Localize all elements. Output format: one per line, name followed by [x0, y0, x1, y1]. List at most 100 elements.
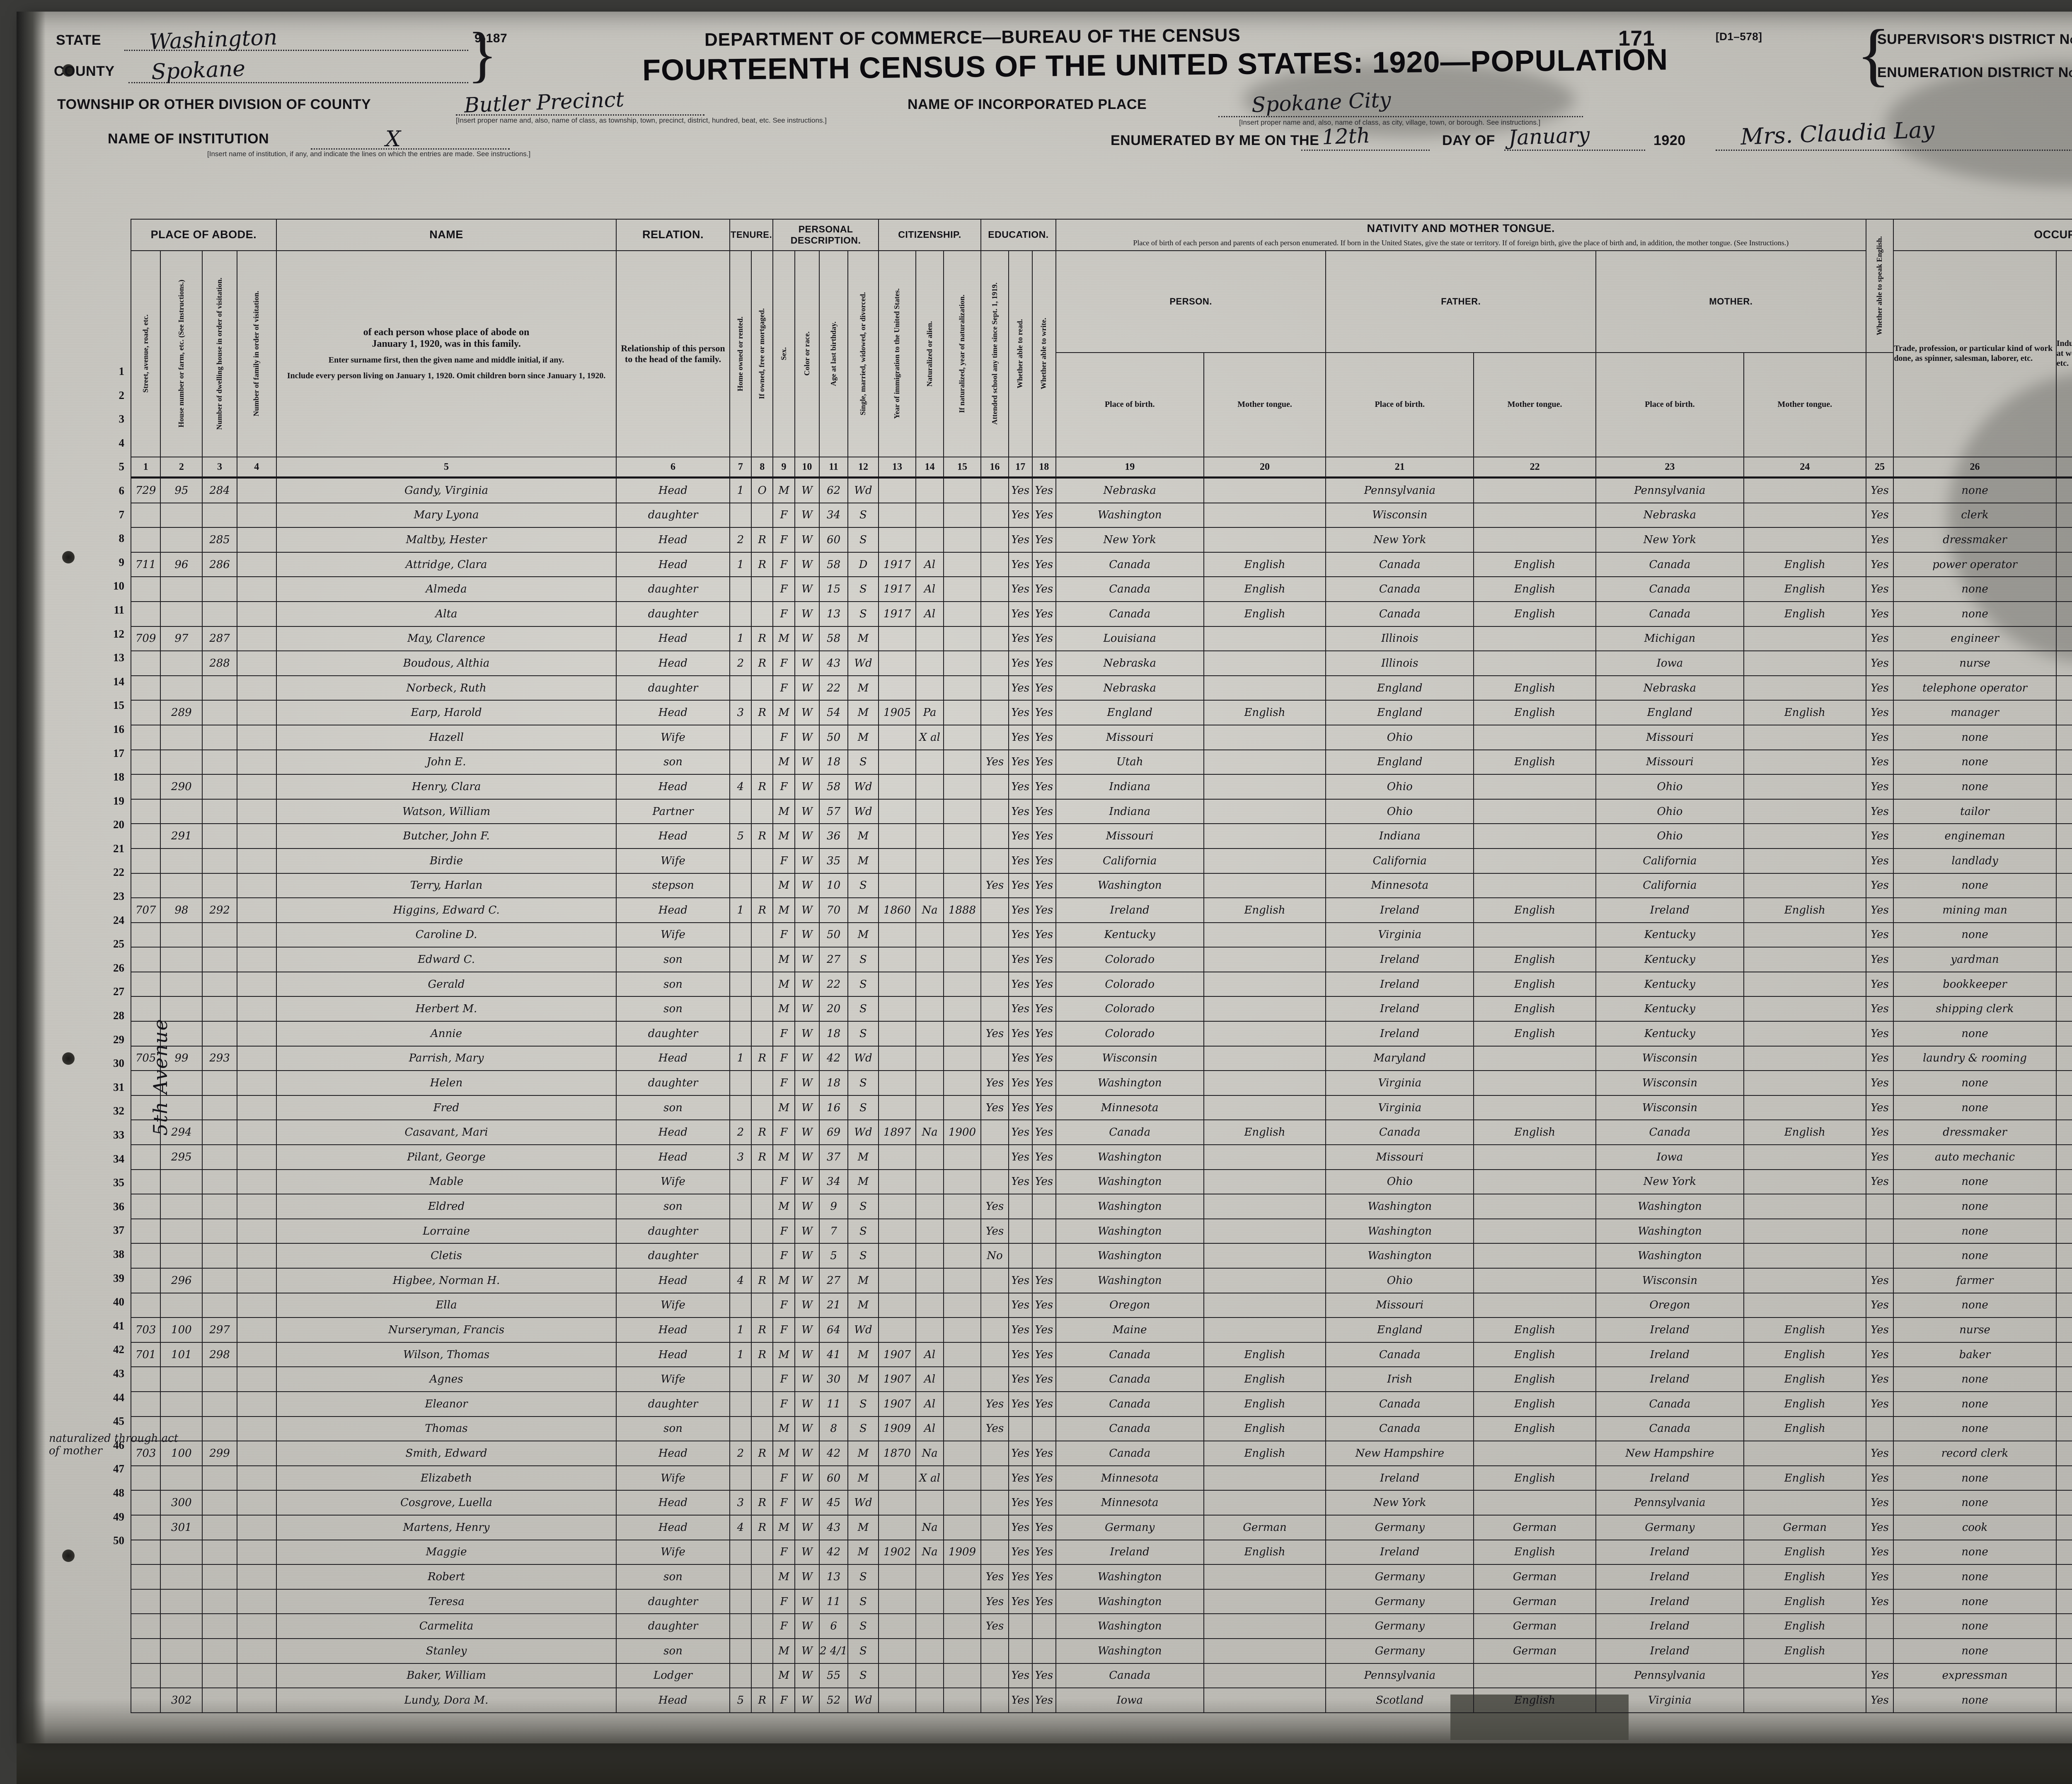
cell-naturalization-year[interactable] — [943, 1317, 982, 1343]
cell-occupation[interactable]: record clerk — [1893, 1441, 2057, 1466]
cell-marital[interactable]: Wd — [847, 1317, 879, 1343]
table-row[interactable]: 289 Earp, Harold Head 3 R M W 54 M 1905 Pa Yes Yes En… — [130, 700, 2072, 725]
cell-naturalization-year[interactable] — [943, 601, 982, 627]
cell-age[interactable]: 60 — [819, 1465, 849, 1491]
cell-immigration-year[interactable]: 1907 — [878, 1391, 917, 1417]
cell-write[interactable]: Yes — [1031, 626, 1056, 652]
cell-race[interactable]: W — [794, 749, 820, 775]
cell-father-mother-tongue[interactable]: English — [1473, 1342, 1597, 1368]
cell-free-mortgaged[interactable] — [751, 1638, 774, 1664]
cell-sex[interactable]: F — [772, 774, 795, 800]
cell-free-mortgaged[interactable] — [751, 675, 774, 701]
cell-read[interactable]: Yes — [1008, 650, 1033, 676]
cell-house-number[interactable] — [160, 1095, 203, 1121]
cell-marital[interactable]: S — [847, 1564, 879, 1590]
cell-dwelling[interactable] — [202, 1564, 237, 1590]
cell-write[interactable]: Yes — [1031, 848, 1056, 874]
cell-write[interactable]: Yes — [1031, 996, 1056, 1022]
cell-immigration-year[interactable] — [878, 1465, 917, 1491]
cell-read[interactable] — [1008, 1416, 1033, 1442]
table-row[interactable]: Gerald son M W 22 S Yes Yes Colorado Ireland Engli… — [130, 971, 2072, 997]
cell-industry[interactable] — [2055, 1095, 2072, 1121]
cell-naturalization-year[interactable] — [943, 626, 982, 652]
cell-industry[interactable]: electric railroad — [2055, 947, 2072, 972]
cell-mother-mother-tongue[interactable] — [1743, 502, 1866, 528]
cell-write[interactable]: Yes — [1031, 675, 1056, 701]
table-row[interactable]: Robert son M W 13 S Yes Yes Yes Washington Germany… — [130, 1564, 2072, 1590]
cell-person-birthplace[interactable]: Nebraska — [1055, 675, 1204, 701]
cell-person-mother-tongue[interactable] — [1203, 1687, 1326, 1713]
cell-write[interactable]: Yes — [1031, 1441, 1056, 1466]
cell-mother-mother-tongue[interactable] — [1743, 1490, 1866, 1516]
cell-immigration-year[interactable] — [878, 1194, 917, 1219]
cell-sex[interactable]: F — [772, 724, 795, 750]
cell-person-mother-tongue[interactable] — [1203, 1490, 1326, 1516]
cell-person-mother-tongue[interactable] — [1203, 477, 1326, 503]
cell-occupation[interactable]: none — [1893, 1539, 2057, 1565]
cell-occupation[interactable]: dressmaker — [1893, 527, 2057, 553]
table-row[interactable]: Teresa daughter F W 11 S Yes Yes Yes Washington Ge… — [130, 1588, 2072, 1615]
cell-house-number[interactable] — [160, 1292, 203, 1318]
cell-street[interactable] — [130, 1539, 161, 1565]
cell-father-birthplace[interactable]: Pennsylvania — [1325, 477, 1474, 503]
cell-mother-birthplace[interactable]: Kentucky — [1595, 996, 1744, 1022]
cell-street[interactable]: 703 — [130, 1441, 161, 1466]
cell-family[interactable] — [236, 1391, 277, 1417]
cell-marital[interactable]: M — [847, 897, 879, 923]
cell-sex[interactable]: M — [772, 798, 795, 824]
cell-read[interactable]: Yes — [1008, 527, 1033, 553]
cell-dwelling[interactable]: 288 — [202, 650, 237, 676]
cell-relation[interactable]: Wife — [616, 1539, 730, 1565]
cell-father-mother-tongue[interactable] — [1473, 1095, 1597, 1121]
cell-home-owned[interactable] — [729, 947, 752, 972]
cell-free-mortgaged[interactable] — [751, 798, 774, 824]
cell-father-birthplace[interactable]: Ireland — [1325, 947, 1474, 972]
cell-person-mother-tongue[interactable] — [1203, 1021, 1326, 1047]
cell-father-birthplace[interactable]: England — [1325, 749, 1474, 775]
cell-home-owned[interactable] — [729, 749, 752, 775]
cell-house-number[interactable]: 96 — [160, 551, 203, 578]
cell-father-mother-tongue[interactable]: English — [1473, 1416, 1597, 1442]
cell-race[interactable]: W — [794, 971, 820, 997]
cell-immigration-year[interactable] — [878, 1218, 917, 1244]
cell-free-mortgaged[interactable]: R — [751, 1342, 774, 1368]
cell-house-number[interactable] — [160, 749, 203, 775]
cell-age[interactable]: 58 — [819, 551, 849, 578]
cell-dwelling[interactable] — [202, 1268, 237, 1293]
cell-race[interactable]: W — [794, 502, 820, 528]
cell-marital[interactable]: M — [847, 1292, 879, 1318]
cell-father-birthplace[interactable]: England — [1325, 700, 1474, 725]
cell-naturalization-year[interactable] — [943, 1465, 982, 1491]
cell-school[interactable] — [980, 700, 1009, 725]
cell-name[interactable]: Casavant, Mari — [276, 1119, 617, 1146]
cell-free-mortgaged[interactable] — [751, 1564, 774, 1590]
cell-home-owned[interactable] — [729, 1539, 752, 1565]
cell-name[interactable]: Gandy, Virginia — [276, 477, 617, 503]
cell-person-mother-tongue[interactable] — [1203, 502, 1326, 528]
cell-read[interactable]: Yes — [1008, 947, 1033, 972]
table-row[interactable]: 288 Boudous, Althia Head 2 R F W 43 Wd Yes Yes Nebr… — [130, 650, 2072, 676]
cell-speak-english[interactable]: Yes — [1865, 1342, 1894, 1368]
cell-home-owned[interactable]: 1 — [729, 551, 752, 578]
cell-occupation[interactable]: laundry & rooming — [1893, 1045, 2057, 1071]
cell-free-mortgaged[interactable]: R — [751, 700, 774, 725]
cell-naturalization-year[interactable] — [943, 922, 982, 948]
cell-immigration-year[interactable] — [878, 1588, 917, 1615]
cell-name[interactable]: Ella — [276, 1292, 617, 1318]
cell-home-owned[interactable]: 3 — [729, 1144, 752, 1170]
cell-race[interactable]: W — [794, 1514, 820, 1540]
cell-occupation[interactable]: none — [1893, 1490, 2057, 1516]
cell-mother-mother-tongue[interactable] — [1743, 1218, 1866, 1244]
table-row[interactable]: Maggie Wife F W 42 M 1902 Na 1909 Yes Yes Ireland En… — [130, 1539, 2072, 1565]
cell-father-mother-tongue[interactable] — [1473, 650, 1597, 676]
cell-write[interactable]: Yes — [1031, 774, 1056, 800]
cell-write[interactable]: Yes — [1031, 922, 1056, 948]
cell-free-mortgaged[interactable] — [751, 1243, 774, 1269]
cell-father-mother-tongue[interactable]: English — [1473, 1317, 1597, 1343]
cell-family[interactable] — [236, 1539, 277, 1565]
cell-father-mother-tongue[interactable]: English — [1473, 1539, 1597, 1565]
cell-mother-mother-tongue[interactable]: English — [1743, 1613, 1866, 1639]
cell-street[interactable] — [130, 873, 161, 899]
cell-free-mortgaged[interactable] — [751, 848, 774, 874]
cell-home-owned[interactable] — [729, 996, 752, 1022]
